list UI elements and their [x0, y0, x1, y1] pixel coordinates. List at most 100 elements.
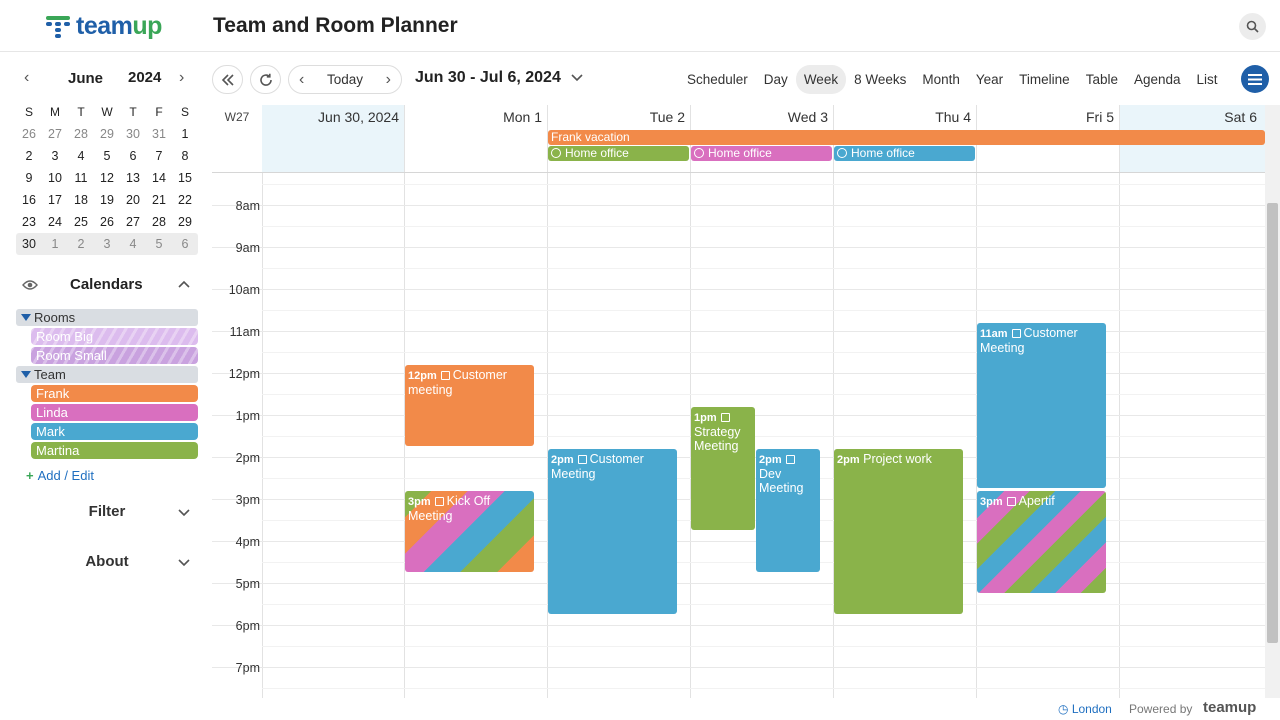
day-header-tue[interactable]: Tue 2	[649, 109, 685, 125]
about-section[interactable]: About	[16, 551, 198, 575]
view-timeline[interactable]: Timeline	[1019, 72, 1070, 87]
day-header-sat[interactable]: Sat 6	[1224, 109, 1257, 125]
mini-day[interactable]: 17	[48, 193, 62, 207]
mini-day[interactable]: 1	[51, 237, 59, 251]
mini-day[interactable]: 1	[181, 127, 189, 141]
footer-brand[interactable]: teamup	[1203, 699, 1257, 716]
event-card[interactable]: 12pm Customer meeting	[405, 365, 534, 446]
today-button[interactable]: Today	[326, 72, 364, 87]
mini-day[interactable]: 22	[178, 193, 192, 207]
mini-day[interactable]: 23	[22, 215, 36, 229]
mini-day[interactable]: 13	[126, 171, 140, 185]
mini-day[interactable]: 8	[181, 149, 189, 163]
mini-day[interactable]: 30	[22, 237, 36, 251]
view-agenda[interactable]: Agenda	[1133, 72, 1181, 87]
allday-event[interactable]: Frank vacation	[548, 130, 1265, 145]
next-week-icon[interactable]: ›	[385, 70, 391, 88]
mini-day[interactable]: 5	[103, 149, 111, 163]
day-header-fri[interactable]: Fri 5	[1086, 109, 1114, 125]
event-card[interactable]: 3pm Apertif	[977, 491, 1106, 593]
refresh-button[interactable]	[250, 65, 281, 94]
event-card[interactable]: 2pm Project work	[834, 449, 963, 614]
mini-day[interactable]: 5	[155, 237, 163, 251]
mini-day[interactable]: 29	[100, 127, 114, 141]
calendar-room-small[interactable]: Room Small	[31, 347, 198, 364]
mini-day[interactable]: 28	[152, 215, 166, 229]
chevron-up-icon[interactable]	[178, 280, 190, 288]
day-header-sun[interactable]: Jun 30, 2024	[318, 109, 399, 125]
mini-day[interactable]: 4	[77, 149, 85, 163]
mini-day[interactable]: 31	[152, 127, 166, 141]
view-table[interactable]: Table	[1085, 72, 1118, 87]
mini-day[interactable]: 6	[129, 149, 137, 163]
mini-day[interactable]: 28	[74, 127, 88, 141]
mini-day[interactable]: 16	[22, 193, 36, 207]
allday-event[interactable]: Home office	[548, 146, 689, 161]
calendar-martina[interactable]: Martina	[31, 442, 198, 459]
mini-day[interactable]: 2	[25, 149, 33, 163]
calendar-linda[interactable]: Linda	[31, 404, 198, 421]
mini-day[interactable]: 2	[77, 237, 85, 251]
mini-day[interactable]: 27	[126, 215, 140, 229]
allday-event[interactable]: Home office	[834, 146, 975, 161]
day-header-wed[interactable]: Wed 3	[787, 109, 828, 125]
calendars-header[interactable]: Calendars	[16, 273, 198, 297]
prev-week-icon[interactable]: ‹	[299, 70, 305, 88]
calendar-frank[interactable]: Frank	[31, 385, 198, 402]
mini-day[interactable]: 14	[152, 171, 166, 185]
mini-day[interactable]: 25	[74, 215, 88, 229]
view-list[interactable]: List	[1196, 72, 1218, 87]
group-rooms[interactable]: Rooms	[16, 309, 198, 326]
view-8-weeks[interactable]: 8 Weeks	[854, 72, 907, 87]
mini-day[interactable]: 26	[22, 127, 36, 141]
group-team[interactable]: Team	[16, 366, 198, 383]
scrollbar-thumb[interactable]	[1267, 203, 1278, 643]
mini-day[interactable]: 21	[152, 193, 166, 207]
mini-day[interactable]: 24	[48, 215, 62, 229]
allday-event[interactable]: Home office	[691, 146, 832, 161]
mini-year[interactable]: 2024	[128, 69, 162, 86]
mini-day[interactable]: 10	[48, 171, 62, 185]
jump-back-button[interactable]	[212, 65, 243, 94]
mini-day[interactable]: 18	[74, 193, 88, 207]
mini-day[interactable]: 6	[181, 237, 189, 251]
view-week[interactable]: Week	[795, 65, 847, 94]
mini-day[interactable]: 20	[126, 193, 140, 207]
mini-day[interactable]: 7	[155, 149, 163, 163]
vertical-scrollbar[interactable]	[1265, 105, 1280, 698]
teamup-logo[interactable]: teamup	[46, 12, 162, 41]
event-card[interactable]: 1pm Strategy Meeting	[691, 407, 755, 530]
calendar-mark[interactable]: Mark	[31, 423, 198, 440]
day-header-mon[interactable]: Mon 1	[503, 109, 542, 125]
timezone-link[interactable]: ◷ London	[1058, 702, 1112, 716]
view-scheduler[interactable]: Scheduler	[687, 72, 748, 87]
search-button[interactable]	[1239, 13, 1266, 40]
view-month[interactable]: Month	[922, 72, 960, 87]
event-card[interactable]: 2pm Dev Meeting	[756, 449, 820, 572]
mini-day[interactable]: 3	[103, 237, 111, 251]
filter-section[interactable]: Filter	[16, 501, 198, 525]
event-card[interactable]: 3pm Kick Off Meeting	[405, 491, 534, 572]
mini-day[interactable]: 12	[100, 171, 114, 185]
view-year[interactable]: Year	[975, 72, 1004, 87]
day-header-thu[interactable]: Thu 4	[935, 109, 971, 125]
mini-day[interactable]: 4	[129, 237, 137, 251]
mini-month[interactable]: June	[68, 70, 104, 87]
mini-day[interactable]: 30	[126, 127, 140, 141]
mini-day[interactable]: 29	[178, 215, 192, 229]
mini-day[interactable]: 15	[178, 171, 192, 185]
mini-day[interactable]: 19	[100, 193, 114, 207]
menu-button[interactable]	[1241, 65, 1269, 93]
prev-month-icon[interactable]: ‹	[24, 69, 30, 86]
event-card[interactable]: 2pm Customer Meeting	[548, 449, 677, 614]
view-day[interactable]: Day	[763, 72, 788, 87]
eye-icon[interactable]	[22, 279, 38, 291]
mini-day[interactable]: 9	[25, 171, 33, 185]
event-card[interactable]: 11am Customer Meeting	[977, 323, 1106, 488]
add-edit-link[interactable]: + Add / Edit	[26, 468, 94, 483]
mini-day[interactable]: 27	[48, 127, 62, 141]
mini-day[interactable]: 3	[51, 149, 59, 163]
date-range-picker[interactable]: Jun 30 - Jul 6, 2024	[415, 69, 583, 87]
next-month-icon[interactable]: ›	[179, 69, 185, 86]
calendar-room-big[interactable]: Room Big	[31, 328, 198, 345]
